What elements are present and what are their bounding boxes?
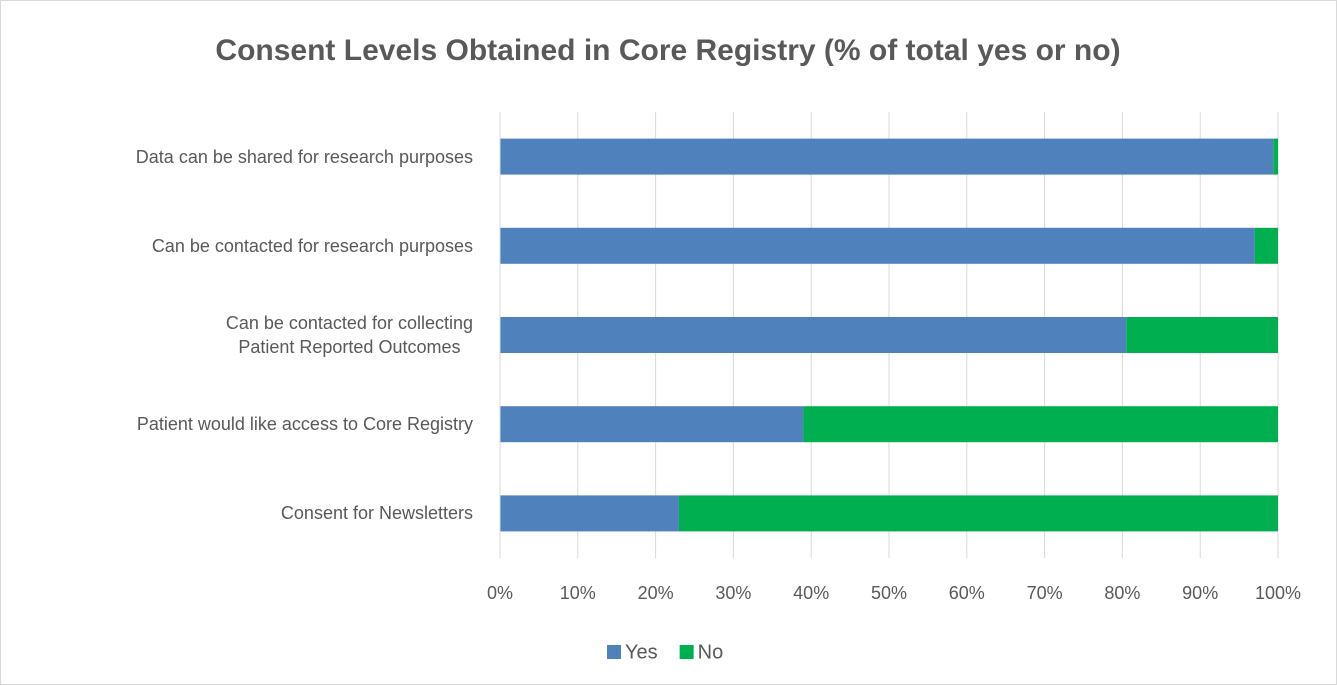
x-tick-label: 60%	[949, 583, 985, 603]
chart-title: Consent Levels Obtained in Core Registry…	[215, 34, 1120, 67]
bar-segment	[1126, 317, 1278, 353]
x-tick-label: 70%	[1027, 583, 1063, 603]
category-label: Consent for Newsletters	[280, 503, 473, 524]
x-tick-label: 80%	[1104, 583, 1140, 603]
x-tick-label: 10%	[560, 583, 596, 603]
x-tick-label: 30%	[715, 583, 751, 603]
y-tick-label: Can be contacted for collecting Patient …	[226, 311, 473, 359]
category-label: Data can be shared for research purposes	[135, 146, 473, 167]
bar-segment	[500, 406, 804, 443]
x-tick-label: 0%	[487, 583, 513, 603]
legend-swatch	[679, 645, 694, 659]
bar-segment	[500, 138, 1274, 175]
x-tick-label: 20%	[638, 583, 674, 603]
bar-segment	[678, 495, 1278, 532]
bar-segment	[1273, 138, 1278, 175]
legend-label: Yes	[625, 641, 658, 663]
y-tick-label: Can be contacted for research purposes	[152, 234, 473, 258]
legend-label: No	[698, 641, 724, 663]
bar-segment	[1254, 227, 1278, 264]
bar-segment	[803, 406, 1278, 443]
category-label: Can be contacted for research purposes	[151, 235, 473, 256]
legend-swatch	[607, 645, 621, 659]
y-tick-label: Consent for Newsletters	[281, 501, 473, 525]
y-tick-label: Patient would like access to Core Regist…	[137, 412, 473, 436]
bar-segment	[500, 495, 679, 532]
bar-segment	[500, 227, 1255, 264]
x-tick-label: 100%	[1255, 583, 1301, 603]
bar-segment	[500, 317, 1127, 353]
category-label: Patient would like access to Core Regist…	[136, 414, 473, 435]
x-tick-label: 40%	[793, 583, 829, 603]
x-tick-label: 90%	[1182, 583, 1218, 603]
category-label: Can be contacted for collecting Patient …	[225, 313, 473, 357]
y-tick-label: Data can be shared for research purposes	[136, 145, 473, 169]
x-tick-label: 50%	[871, 583, 907, 603]
